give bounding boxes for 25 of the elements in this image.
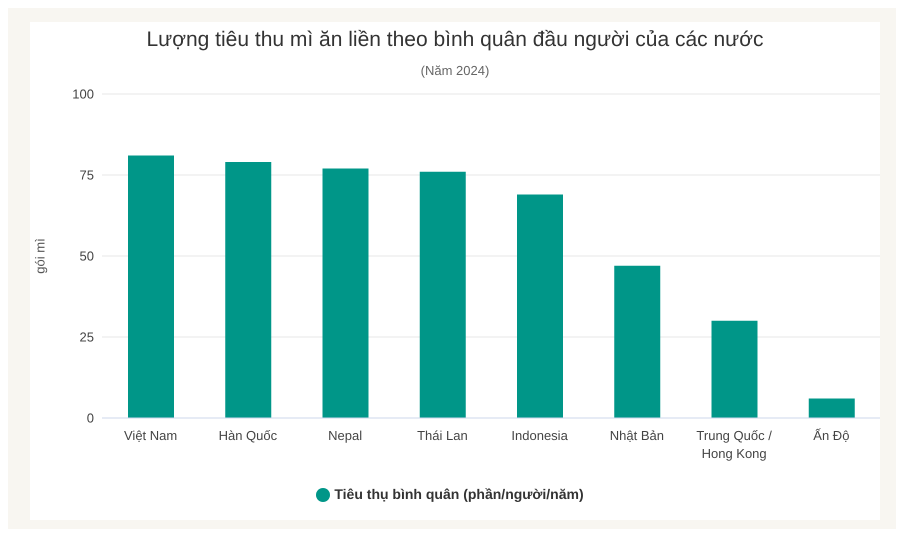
bar	[225, 162, 272, 418]
x-tick-label: Trung Quốc / Hong Kong	[696, 428, 772, 461]
x-tick-label: Indonesia	[511, 428, 569, 443]
y-tick-label: 100	[72, 86, 94, 102]
y-tick-label: 50	[80, 248, 94, 264]
bar	[517, 194, 563, 418]
y-tick-label: 0	[86, 410, 94, 426]
y-axis-title: gói mì	[32, 238, 48, 274]
x-tick-label: Thái Lan	[417, 428, 468, 443]
bar	[808, 398, 855, 418]
x-tick-label: Hàn Quốc	[218, 428, 278, 443]
y-tick-label: 75	[80, 168, 94, 183]
bar	[712, 320, 758, 418]
x-tick-label: Việt Nam	[124, 428, 178, 443]
x-tick-label: Ấn Độ	[813, 428, 850, 443]
y-tick-label: 25	[80, 330, 94, 345]
chart-subtitle: (Năm 2024)	[420, 63, 490, 78]
bar	[420, 172, 466, 418]
bar	[128, 156, 174, 418]
x-tick-label: Nepal	[328, 428, 362, 443]
legend-label: Tiêu thụ bình quân (phần/người/năm)	[334, 486, 584, 502]
x-tick-label: Nhật Bản	[610, 428, 664, 443]
bar	[322, 168, 368, 418]
chart-title: Lượng tiêu thu mì ăn liền theo bình quân đầu người của các nước	[145, 28, 765, 52]
bar	[614, 266, 660, 418]
